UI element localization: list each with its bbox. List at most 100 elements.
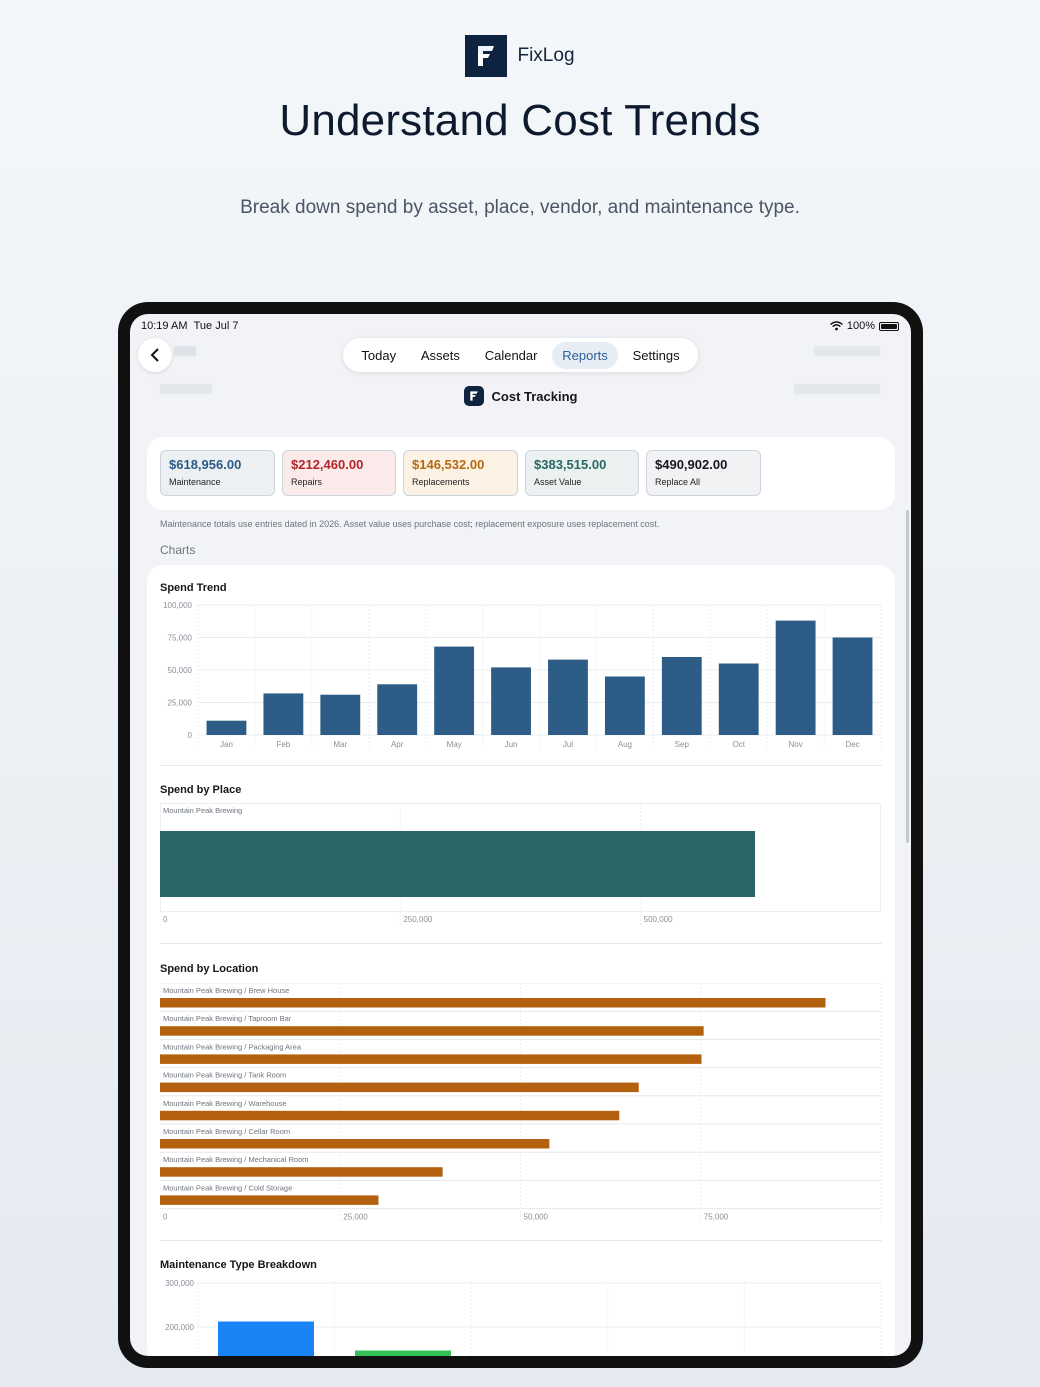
bar-location bbox=[160, 1167, 443, 1177]
row-label: Mountain Peak Brewing / Cold Storage bbox=[163, 1183, 292, 1192]
row-label: Mountain Peak Brewing / Taproom Bar bbox=[163, 1014, 292, 1023]
bar-apr bbox=[377, 684, 418, 735]
bar-jun bbox=[491, 667, 531, 735]
metric-repairs[interactable]: $212,460.00 Repairs bbox=[282, 450, 396, 496]
bar-feb bbox=[263, 693, 304, 735]
metric-maintenance[interactable]: $618,956.00 Maintenance bbox=[160, 450, 275, 496]
blurred-places-filter bbox=[814, 346, 880, 356]
x-tick-label: 25,000 bbox=[343, 1213, 368, 1222]
bar-location bbox=[160, 1054, 702, 1064]
metric-replacements[interactable]: $146,532.00 Replacements bbox=[403, 450, 518, 496]
tab-calendar[interactable]: Calendar bbox=[484, 347, 538, 363]
x-tick-label: Apr bbox=[391, 740, 404, 749]
bar-location bbox=[160, 1110, 620, 1121]
spend-trend-chart: 0 25,000 50,000 75,000 100,000 Jan Feb Mar Apr Ma… bbox=[163, 601, 882, 749]
row-label: Mountain Peak Brewing / Brew House bbox=[163, 986, 289, 995]
tab-today[interactable]: Today bbox=[361, 347, 397, 363]
bar-dec bbox=[832, 637, 873, 735]
bar-oct bbox=[718, 663, 759, 735]
charts-section-label: Charts bbox=[160, 543, 196, 557]
x-tick-label: Jun bbox=[505, 740, 518, 749]
app-logo-icon bbox=[463, 386, 484, 406]
x-tick-label: 75,000 bbox=[704, 1213, 729, 1222]
battery-percent: 100% bbox=[846, 320, 875, 332]
status-right: 100% bbox=[829, 320, 899, 332]
tab-bar: Today Assets Calendar Reports Settings bbox=[343, 338, 698, 372]
x-tick-label: 0 bbox=[163, 1213, 168, 1222]
spend-by-place-chart: 0 250,000 500,000 Mountain Peak Brewing bbox=[160, 803, 881, 925]
y-tick-label: 300,000 bbox=[165, 1279, 194, 1288]
y-tick-label: 100,000 bbox=[163, 601, 192, 610]
maintenance-type-title: Maintenance Type Breakdown bbox=[160, 1259, 317, 1271]
bar-nov bbox=[775, 620, 816, 735]
battery-icon bbox=[879, 321, 899, 331]
blurred-location-label bbox=[160, 384, 212, 394]
status-time: 10:19 AM Tue Jul 7 bbox=[141, 320, 239, 332]
tablet-frame: 10:19 AM Tue Jul 7 100% Today Assets bbox=[118, 302, 923, 1368]
metrics-card: $618,956.00 Maintenance $212,460.00 Repa… bbox=[147, 437, 895, 510]
x-tick-label: Nov bbox=[789, 740, 803, 749]
bar-mountain-peak-brewing bbox=[160, 831, 756, 897]
metric-asset-value[interactable]: $383,515.00 Asset Value bbox=[525, 450, 639, 496]
tab-assets[interactable]: Assets bbox=[420, 347, 460, 363]
metric-replace-all[interactable]: $490,902.00 Replace All bbox=[646, 450, 761, 496]
bar-sep bbox=[661, 657, 702, 735]
spend-by-place-title: Spend by Place bbox=[160, 784, 242, 796]
brand-header: FixLog bbox=[0, 35, 1040, 77]
page-title: Cost Tracking bbox=[130, 386, 911, 406]
back-button[interactable] bbox=[138, 338, 172, 372]
y-tick-label: 75,000 bbox=[168, 634, 193, 643]
x-tick-label: 250,000 bbox=[403, 915, 432, 924]
spend-trend-title: Spend Trend bbox=[160, 582, 227, 594]
x-tick-label: Oct bbox=[732, 740, 745, 749]
metric-label: Maintenance bbox=[169, 477, 221, 487]
x-tick-label: Mar bbox=[333, 740, 347, 749]
subhead: Break down spend by asset, place, vendor… bbox=[240, 197, 800, 218]
app-screen: 10:19 AM Tue Jul 7 100% Today Assets bbox=[130, 314, 911, 1356]
maintenance-type-chart: 300,000 200,000 bbox=[165, 1279, 882, 1356]
x-tick-label: 0 bbox=[163, 915, 168, 924]
row-label: Mountain Peak Brewing bbox=[163, 806, 242, 815]
metric-label: Replace All bbox=[655, 477, 701, 487]
metric-label: Asset Value bbox=[534, 477, 582, 487]
row-label: Mountain Peak Brewing / Tank Room bbox=[163, 1071, 286, 1080]
y-tick-label: 200,000 bbox=[165, 1323, 194, 1332]
bar-mar bbox=[320, 694, 361, 735]
brand-name: FixLog bbox=[517, 45, 575, 66]
fixlog-logo-icon bbox=[465, 35, 508, 77]
wifi-icon bbox=[829, 321, 843, 331]
metric-value: $490,902.00 bbox=[655, 457, 728, 472]
bar-maintenance-type bbox=[218, 1321, 314, 1356]
x-tick-label: Dec bbox=[845, 740, 859, 749]
y-tick-label: 50,000 bbox=[168, 666, 193, 675]
bar-jul bbox=[548, 659, 588, 735]
y-tick-label: 25,000 bbox=[168, 699, 193, 708]
chevron-left-icon bbox=[150, 348, 159, 362]
tab-settings[interactable]: Settings bbox=[632, 347, 680, 363]
metric-value: $212,460.00 bbox=[291, 457, 364, 472]
spend-by-location-title: Spend by Location bbox=[160, 963, 259, 975]
metric-label: Repairs bbox=[291, 477, 323, 487]
bar-location bbox=[160, 1195, 379, 1205]
x-tick-label: May bbox=[447, 740, 462, 749]
x-tick-label: Aug bbox=[618, 740, 632, 749]
page-title-text: Cost Tracking bbox=[491, 388, 578, 404]
scrollbar[interactable] bbox=[906, 510, 909, 843]
blurred-locations-filter bbox=[794, 384, 880, 394]
chart-divider bbox=[160, 943, 882, 944]
x-tick-label: Jan bbox=[220, 740, 233, 749]
metric-value: $618,956.00 bbox=[169, 457, 242, 472]
row-label: Mountain Peak Brewing / Warehouse bbox=[163, 1099, 287, 1108]
tab-reports[interactable]: Reports bbox=[552, 341, 618, 369]
bar-location bbox=[160, 1082, 639, 1093]
bar-maintenance-type bbox=[355, 1350, 451, 1356]
status-bar: 10:19 AM Tue Jul 7 100% bbox=[130, 320, 911, 336]
bar-location bbox=[160, 1026, 704, 1036]
bar-jan bbox=[206, 720, 247, 735]
metric-value: $383,515.00 bbox=[534, 457, 607, 472]
x-tick-label: Feb bbox=[276, 740, 290, 749]
totals-note: Maintenance totals use entries dated in … bbox=[160, 519, 660, 529]
bar-aug bbox=[604, 676, 645, 735]
row-label: Mountain Peak Brewing / Cellar Room bbox=[163, 1127, 290, 1136]
metric-value: $146,532.00 bbox=[412, 457, 485, 472]
